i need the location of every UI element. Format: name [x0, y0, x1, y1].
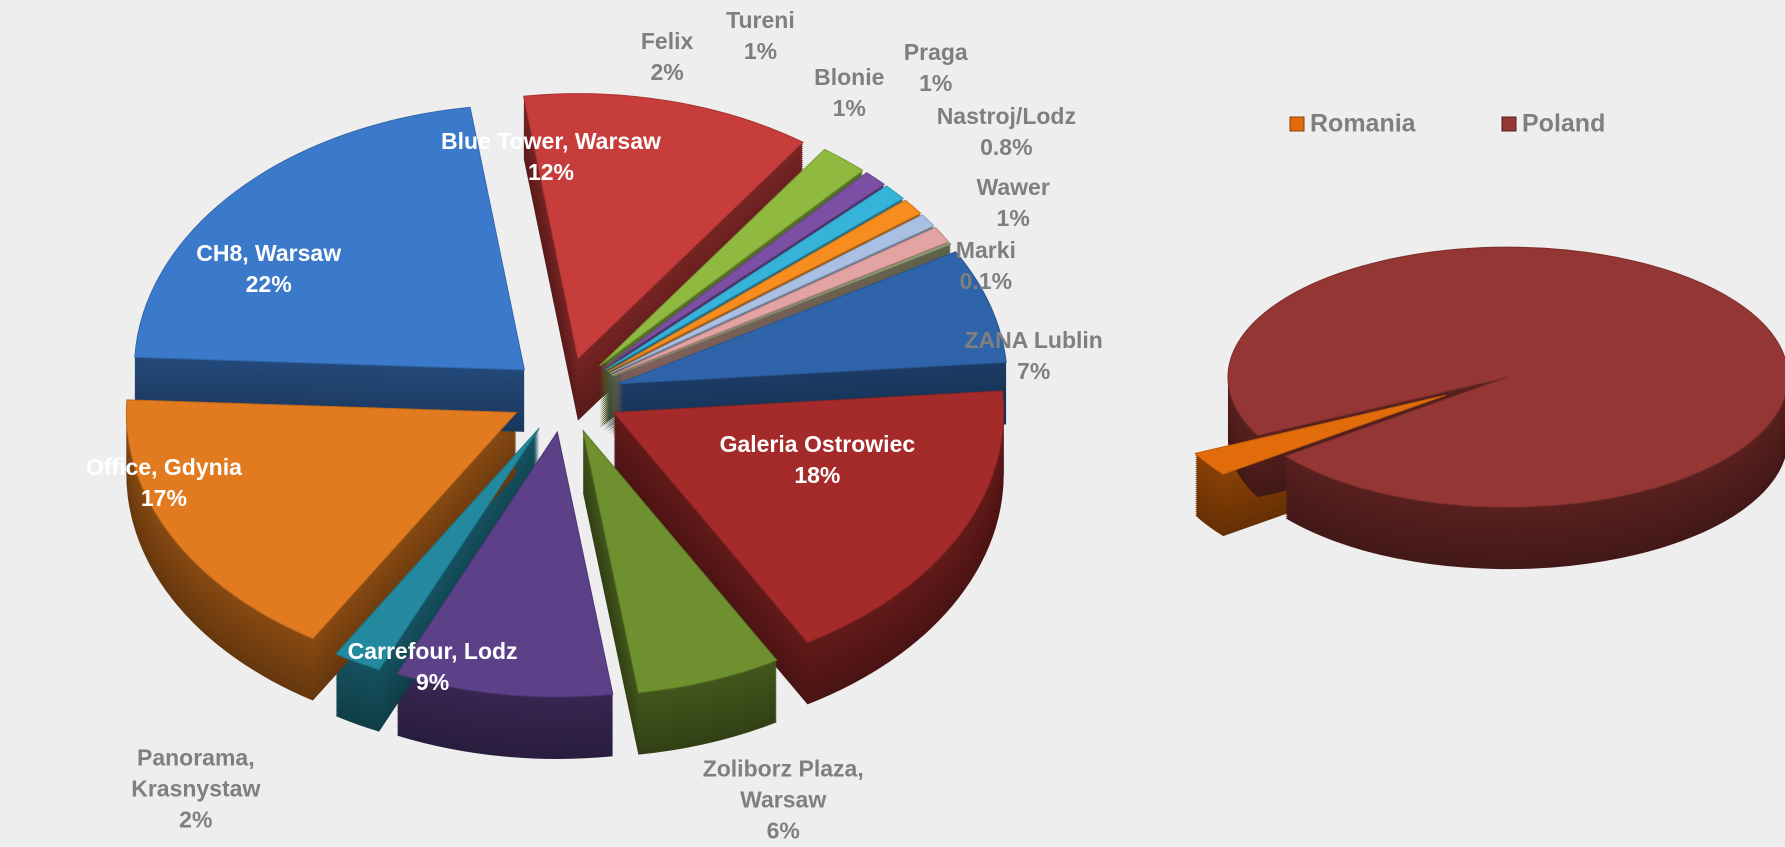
- label-category: Blonie: [814, 64, 885, 91]
- data-label: Nastroj/Lodz 0.8%: [911, 101, 1101, 163]
- slice: [609, 214, 935, 374]
- label-category: Praga: [903, 39, 968, 66]
- slice: [523, 93, 804, 360]
- data-label: Felix 2%: [572, 26, 762, 88]
- label-value: 7%: [1017, 358, 1051, 385]
- label-value: 1%: [996, 204, 1030, 231]
- label-value: 0.1%: [959, 268, 1013, 295]
- legend-swatch: [1501, 116, 1517, 132]
- slice: [334, 427, 540, 671]
- label-value: 18%: [794, 461, 841, 488]
- label-category: Zoliborz Plaza, Warsaw: [702, 755, 864, 813]
- label-value: 22%: [245, 270, 292, 297]
- label-category: Felix: [640, 27, 694, 54]
- slice-side-layer: [612, 244, 951, 379]
- slice: [611, 226, 950, 376]
- label-value: 12%: [527, 159, 574, 186]
- legend-swatch: [1289, 116, 1305, 132]
- slice: [1227, 246, 1785, 508]
- label-category: Nastroj/Lodz: [936, 103, 1076, 130]
- label-category: Tureni: [726, 7, 795, 34]
- label-value: 2%: [179, 806, 213, 833]
- label-value: 1%: [919, 70, 953, 97]
- slice: [125, 399, 518, 640]
- data-label: Praga 1%: [841, 37, 1031, 99]
- data-label: Office, Gdynia 17%: [34, 452, 294, 514]
- legend: Romania Poland: [1289, 110, 1605, 138]
- slice: [617, 251, 1007, 385]
- label-value: 6%: [766, 817, 800, 844]
- data-label: Carrefour, Lodz 9%: [303, 636, 563, 698]
- label-value: 1%: [743, 38, 778, 65]
- label-value: 9%: [415, 669, 450, 696]
- legend-label: Poland: [1522, 110, 1605, 138]
- label-category: ZANA Lublin: [964, 327, 1103, 354]
- label-value: 17%: [140, 484, 187, 511]
- data-label: Wawer 1%: [918, 172, 1108, 234]
- slice: [612, 242, 952, 377]
- label-category: Carrefour, Lodz: [347, 638, 518, 665]
- label-category: Panorama, Krasnystaw: [131, 744, 261, 802]
- slice: [582, 430, 778, 694]
- slice: [603, 172, 886, 369]
- slice: [607, 199, 922, 373]
- data-label: Tureni 1%: [665, 5, 855, 67]
- data-label: Panorama, Krasnystaw 2%: [101, 742, 291, 835]
- data-label: Zoliborz Plaza, Warsaw 6%: [688, 754, 878, 847]
- label-category: CH8, Warsaw: [196, 239, 342, 266]
- slice: [134, 106, 525, 371]
- slice: [605, 185, 904, 371]
- label-category: Office, Gdynia: [85, 453, 242, 480]
- slice: [396, 430, 614, 698]
- data-label: Blue Tower, Warsaw 12%: [421, 126, 681, 188]
- slice-side-layer: [612, 250, 951, 385]
- label-category: Galeria Ostrowiec: [719, 430, 916, 457]
- data-label: ZANA Lublin 7%: [939, 325, 1129, 387]
- legend-label: Romania: [1310, 110, 1417, 138]
- slice-tops: [125, 93, 1785, 698]
- data-label: Galeria Ostrowiec 18%: [687, 429, 947, 491]
- slice: [612, 390, 1005, 643]
- data-label: CH8, Warsaw 22%: [139, 238, 399, 300]
- label-category: Wawer: [976, 173, 1050, 200]
- slice-side-layer: [612, 248, 951, 383]
- label-value: 1%: [832, 95, 866, 122]
- label-value: 2%: [650, 58, 684, 85]
- label-category: Marki: [955, 237, 1016, 264]
- slice: [599, 148, 864, 367]
- label-category: Blue Tower, Warsaw: [441, 128, 661, 155]
- data-label: Marki 0.1%: [891, 235, 1081, 297]
- slice-side-layer: [612, 246, 951, 381]
- label-value: 0.8%: [980, 134, 1033, 161]
- slice: [1194, 394, 1446, 475]
- data-label: Blonie 1%: [754, 62, 944, 124]
